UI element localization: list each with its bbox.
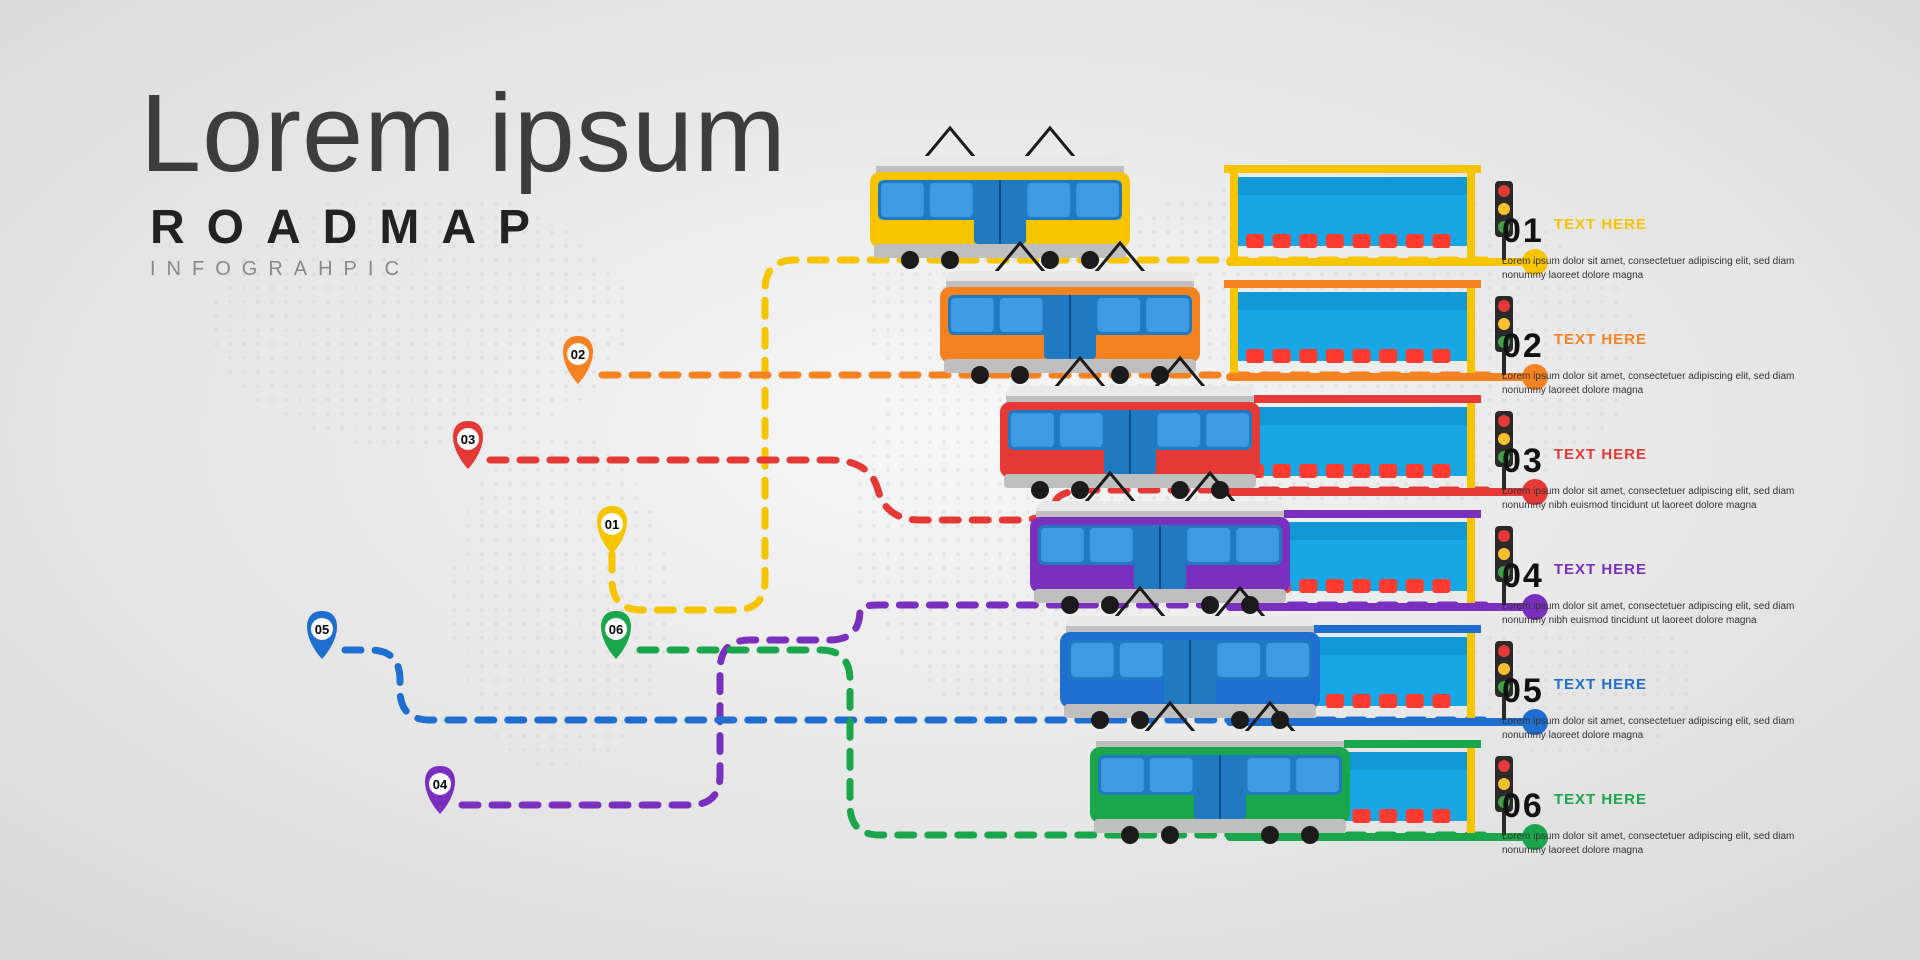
- step-block-03: 03 TEXT HERE Lorem ipsum dolor sit amet, c…: [1502, 442, 1862, 512]
- svg-text:03: 03: [461, 432, 475, 447]
- station-icon: [1224, 165, 1548, 275]
- step-block-04: 04 TEXT HERE Lorem ipsum dolor sit amet, c…: [1502, 557, 1862, 627]
- step-block-01: 01 TEXT HERE Lorem ipsum dolor sit amet, c…: [1502, 212, 1862, 282]
- step-number: 03: [1502, 442, 1544, 481]
- title-roadmap: ROADMAP: [150, 200, 552, 255]
- station-icon: [1224, 395, 1548, 505]
- svg-text:04: 04: [433, 777, 448, 792]
- step-number: 05: [1502, 672, 1544, 711]
- step-heading: TEXT HERE: [1554, 446, 1647, 463]
- step-body: Lorem ipsum dolor sit amet, consectetuer…: [1502, 255, 1822, 282]
- infographic-stage: 01 02 03 04 05 06 Lorem ipsum ROADMAP INFOGRA…: [0, 0, 1920, 960]
- step-body: Lorem ipsum dolor sit amet, consectetuer…: [1502, 830, 1822, 857]
- step-body: Lorem ipsum dolor sit amet, consectetuer…: [1502, 600, 1822, 627]
- title-main: Lorem ipsum: [140, 70, 787, 197]
- step-block-02: 02 TEXT HERE Lorem ipsum dolor sit amet, c…: [1502, 327, 1862, 397]
- step-number: 04: [1502, 557, 1544, 596]
- step-body: Lorem ipsum dolor sit amet, consectetuer…: [1502, 485, 1822, 512]
- step-heading: TEXT HERE: [1554, 561, 1647, 578]
- svg-text:01: 01: [605, 517, 619, 532]
- step-heading: TEXT HERE: [1554, 791, 1647, 808]
- title-sub: INFOGRAHPIC: [150, 258, 410, 281]
- step-number: 01: [1502, 212, 1544, 251]
- step-block-05: 05 TEXT HERE Lorem ipsum dolor sit amet, c…: [1502, 672, 1862, 742]
- step-block-06: 06 TEXT HERE Lorem ipsum dolor sit amet, c…: [1502, 787, 1862, 857]
- svg-text:06: 06: [609, 622, 623, 637]
- step-body: Lorem ipsum dolor sit amet, consectetuer…: [1502, 715, 1822, 742]
- svg-text:05: 05: [315, 622, 329, 637]
- step-body: Lorem ipsum dolor sit amet, consectetuer…: [1502, 370, 1822, 397]
- step-heading: TEXT HERE: [1554, 331, 1647, 348]
- step-heading: TEXT HERE: [1554, 676, 1647, 693]
- step-number: 02: [1502, 327, 1544, 366]
- step-number: 06: [1502, 787, 1544, 826]
- station-icon: [1224, 280, 1548, 390]
- step-heading: TEXT HERE: [1554, 216, 1647, 233]
- svg-text:02: 02: [571, 347, 585, 362]
